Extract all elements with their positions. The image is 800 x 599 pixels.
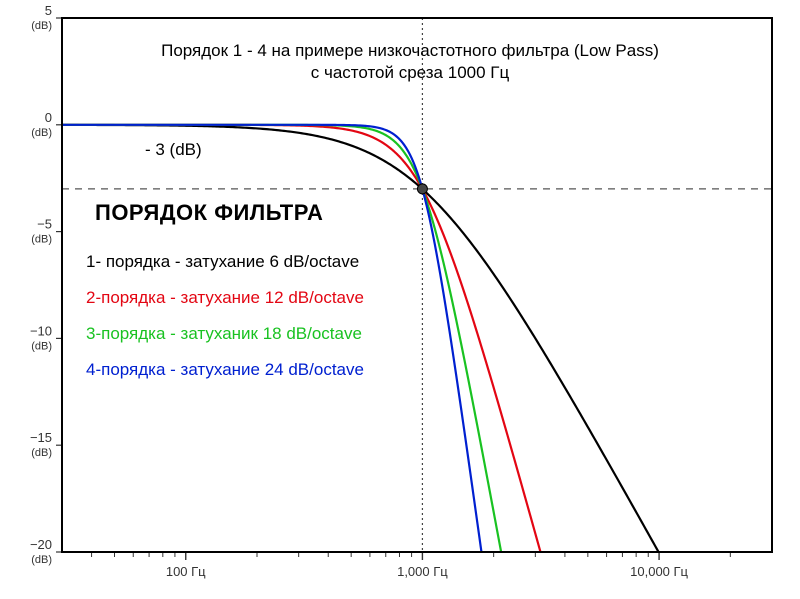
chart-title-line1: Порядок 1 - 4 на примере низкочастотного…: [161, 41, 659, 60]
svg-text:5: 5: [45, 3, 52, 18]
svg-text:(dB): (dB): [31, 20, 52, 32]
legend-order-4: 4-порядка - затухание 24 dB/octave: [86, 360, 364, 380]
svg-text:−20: −20: [30, 537, 52, 552]
svg-text:(dB): (dB): [31, 340, 52, 352]
chart-title: Порядок 1 - 4 на примере низкочастотного…: [110, 40, 710, 84]
svg-text:(dB): (dB): [31, 554, 52, 566]
svg-text:(dB): (dB): [31, 447, 52, 459]
chart-title-line2: с частотой среза 1000 Гц: [311, 63, 509, 82]
svg-text:−15: −15: [30, 430, 52, 445]
legend-order-3: 3-порядка - затуханик 18 dB/octave: [86, 324, 362, 344]
legend-order-2: 2-порядка - затухание 12 dB/octave: [86, 288, 364, 308]
legend-order-1: 1- порядка - затухание 6 dB/octave: [86, 252, 359, 272]
svg-text:(dB): (dB): [31, 127, 52, 139]
svg-text:10,000 Гц: 10,000 Гц: [630, 564, 688, 579]
svg-text:(dB): (dB): [31, 234, 52, 246]
svg-text:0: 0: [45, 110, 52, 125]
filter-order-heading: ПОРЯДОК ФИЛЬТРА: [95, 200, 323, 226]
minus-3db-label: - 3 (dB): [145, 140, 202, 160]
svg-text:100 Гц: 100 Гц: [166, 564, 206, 579]
svg-text:−5: −5: [37, 217, 52, 232]
svg-text:−10: −10: [30, 323, 52, 338]
svg-text:1,000 Гц: 1,000 Гц: [397, 564, 448, 579]
